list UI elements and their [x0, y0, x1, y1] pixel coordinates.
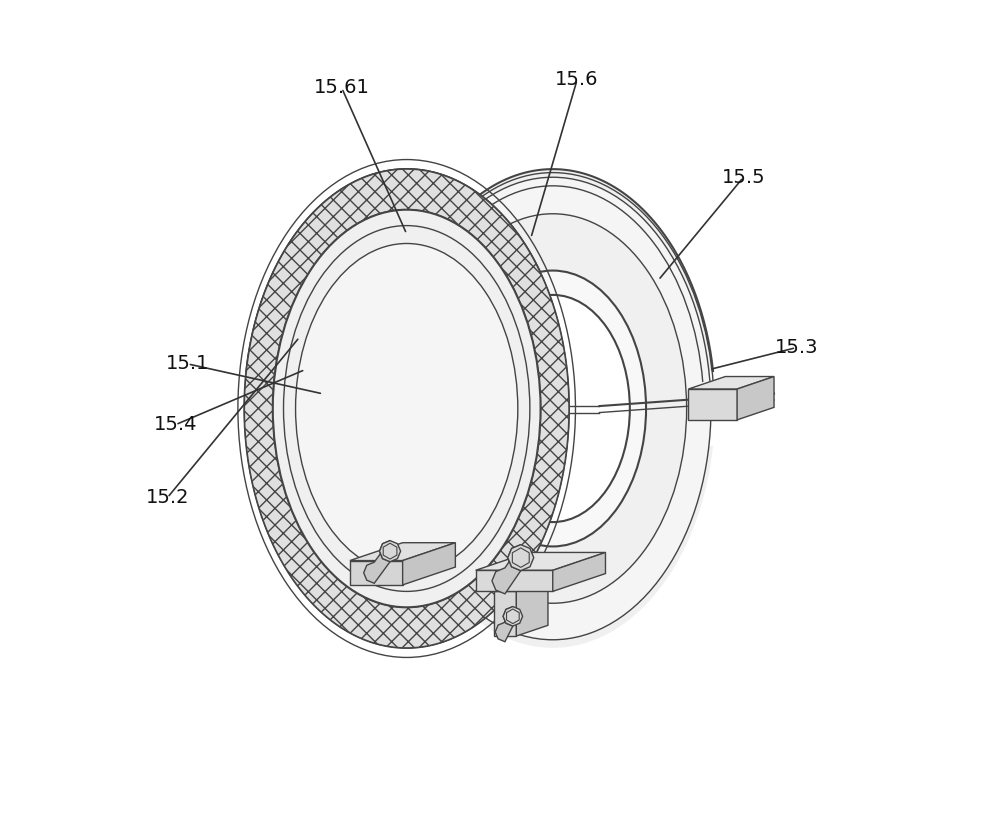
Polygon shape: [246, 446, 713, 648]
Polygon shape: [737, 377, 774, 420]
Text: 15.5: 15.5: [722, 167, 765, 187]
Polygon shape: [350, 560, 403, 585]
Polygon shape: [403, 542, 455, 585]
Ellipse shape: [296, 243, 518, 574]
Polygon shape: [688, 377, 774, 389]
Text: 15.3: 15.3: [774, 338, 818, 357]
Text: 15.1: 15.1: [166, 355, 209, 373]
Polygon shape: [508, 545, 534, 570]
Polygon shape: [350, 542, 455, 560]
Polygon shape: [516, 581, 548, 636]
Ellipse shape: [459, 270, 646, 547]
Ellipse shape: [244, 169, 569, 648]
Ellipse shape: [399, 181, 707, 636]
Polygon shape: [476, 552, 605, 570]
Polygon shape: [492, 545, 521, 594]
Text: 15.4: 15.4: [154, 415, 197, 434]
Polygon shape: [495, 606, 513, 641]
Ellipse shape: [419, 214, 687, 603]
Text: 15.6: 15.6: [555, 70, 599, 89]
Text: 15.2: 15.2: [146, 489, 189, 507]
Ellipse shape: [476, 295, 630, 522]
Polygon shape: [688, 389, 737, 420]
Polygon shape: [494, 592, 516, 636]
Polygon shape: [494, 581, 548, 592]
Polygon shape: [364, 541, 390, 583]
Polygon shape: [380, 541, 401, 562]
Ellipse shape: [395, 177, 711, 640]
Polygon shape: [553, 552, 605, 592]
PathPatch shape: [244, 169, 569, 648]
Polygon shape: [246, 169, 713, 371]
Polygon shape: [503, 606, 523, 626]
Text: 15.61: 15.61: [314, 78, 370, 97]
Ellipse shape: [273, 210, 541, 607]
Ellipse shape: [399, 181, 707, 636]
Polygon shape: [476, 570, 553, 592]
